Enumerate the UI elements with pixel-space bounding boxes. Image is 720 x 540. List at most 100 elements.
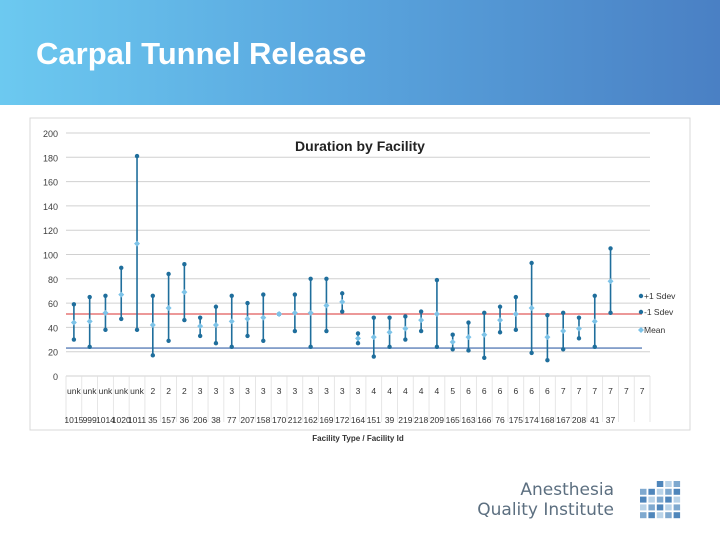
x-tick-label-id: 209 bbox=[430, 415, 444, 425]
lower-sdev-point bbox=[197, 333, 203, 339]
x-tick-label-id: 39 bbox=[385, 415, 395, 425]
logo-grid-square bbox=[656, 481, 664, 487]
lower-sdev-point bbox=[213, 340, 219, 346]
x-tick-label-id: 37 bbox=[606, 415, 616, 425]
upper-sdev-point bbox=[340, 291, 345, 296]
logo-grid-icon bbox=[640, 481, 681, 519]
x-tick-label-id: 219 bbox=[398, 415, 412, 425]
x-tick-label-type: 6 bbox=[513, 386, 518, 396]
x-tick-label-id: 1011 bbox=[128, 415, 147, 425]
x-tick-label-type: 6 bbox=[466, 386, 471, 396]
x-tick-label-type: 3 bbox=[308, 386, 313, 396]
chart-title: Duration by Facility bbox=[295, 138, 425, 154]
y-tick-label: 60 bbox=[48, 299, 58, 309]
mean-point bbox=[149, 321, 156, 328]
upper-sdev-point bbox=[403, 314, 408, 319]
lower-sdev-point bbox=[576, 336, 582, 341]
x-tick-label-type: unk bbox=[67, 386, 81, 396]
lower-sdev-point bbox=[245, 333, 250, 339]
y-tick-label: 80 bbox=[48, 275, 58, 285]
x-tick-label-type: 3 bbox=[356, 386, 361, 396]
logo-grid-square bbox=[665, 512, 672, 519]
lower-sdev-point bbox=[87, 344, 92, 350]
x-tick-label-type: 7 bbox=[561, 386, 566, 396]
legend-label: Mean bbox=[644, 325, 666, 335]
y-tick-label: 0 bbox=[53, 372, 58, 382]
x-tick-label-id: 166 bbox=[477, 415, 491, 425]
anesthesia-quality-institute-logo: Anesthesia Quality Institute bbox=[477, 478, 700, 526]
mean-point bbox=[307, 309, 314, 316]
mean-point bbox=[481, 331, 488, 338]
upper-sdev-point bbox=[529, 260, 534, 266]
lower-sdev-point bbox=[308, 344, 313, 350]
x-tick-label-type: 7 bbox=[608, 386, 613, 396]
x-tick-label-type: unk bbox=[83, 386, 97, 396]
mean-point bbox=[544, 334, 551, 341]
y-tick-label: 200 bbox=[43, 129, 58, 139]
x-tick-label-type: 2 bbox=[150, 386, 155, 396]
legend-label: +1 Sdev bbox=[644, 291, 676, 301]
x-tick-label-id: 999 bbox=[83, 415, 97, 425]
legend-marker bbox=[638, 293, 644, 299]
x-tick-label-type: 6 bbox=[545, 386, 550, 396]
x-tick-label-type: 3 bbox=[292, 386, 297, 396]
logo-text-line2: Quality Institute bbox=[477, 500, 614, 520]
mean-point bbox=[512, 311, 519, 318]
logo-text-line1: Anesthesia bbox=[520, 480, 614, 500]
lower-sdev-point bbox=[292, 328, 298, 334]
legend-marker bbox=[638, 327, 644, 333]
mean-point bbox=[291, 309, 298, 316]
lower-sdev-point bbox=[403, 337, 408, 342]
x-tick-label-id: 207 bbox=[240, 415, 254, 425]
mean-point bbox=[244, 315, 251, 322]
lower-sdev-point bbox=[182, 317, 187, 323]
upper-sdev-point bbox=[213, 304, 219, 309]
y-tick-label: 160 bbox=[43, 178, 58, 188]
mean-point bbox=[355, 335, 361, 342]
x-tick-label-id: 212 bbox=[288, 415, 302, 425]
lower-sdev-point bbox=[466, 348, 471, 353]
x-tick-label-id: 151 bbox=[367, 415, 381, 425]
x-tick-label-type: 4 bbox=[371, 386, 376, 396]
mean-point bbox=[607, 278, 614, 285]
logo-grid-square bbox=[648, 512, 655, 519]
title-banner: Carpal Tunnel Release bbox=[0, 0, 720, 105]
logo-grid-square bbox=[640, 488, 647, 495]
x-tick-label-id: 169 bbox=[319, 415, 333, 425]
upper-sdev-point bbox=[355, 331, 361, 336]
upper-sdev-point bbox=[197, 315, 203, 320]
logo-grid-square bbox=[673, 512, 681, 519]
upper-sdev-point bbox=[418, 309, 424, 314]
legend-marker bbox=[638, 309, 644, 315]
upper-sdev-point bbox=[308, 276, 313, 281]
logo-grid-square bbox=[656, 504, 664, 511]
logo-grid-square bbox=[656, 512, 664, 519]
logo-grid-square bbox=[648, 496, 655, 503]
upper-sdev-point bbox=[592, 293, 597, 299]
x-tick-label-type: 3 bbox=[229, 386, 234, 396]
logo-grid-square bbox=[673, 496, 681, 503]
lower-sdev-point bbox=[150, 353, 156, 358]
x-tick-label-id: 41 bbox=[590, 415, 600, 425]
lower-sdev-point bbox=[545, 358, 550, 363]
lower-sdev-point bbox=[119, 316, 124, 322]
lower-sdev-point bbox=[103, 327, 108, 333]
upper-sdev-point bbox=[608, 246, 613, 251]
y-tick-label: 20 bbox=[48, 348, 58, 358]
chart-frame bbox=[29, 117, 691, 431]
logo-grid-square bbox=[665, 488, 672, 495]
lower-sdev-point bbox=[229, 344, 234, 350]
upper-sdev-point bbox=[245, 300, 250, 306]
logo-grid-square bbox=[648, 488, 655, 495]
legend-label: -1 Sdev bbox=[644, 307, 674, 317]
x-tick-label-type: 4 bbox=[419, 386, 424, 396]
lower-sdev-point bbox=[134, 327, 140, 333]
mean-point bbox=[449, 338, 456, 345]
x-tick-label-id: 163 bbox=[461, 415, 475, 425]
x-tick-label-id: 172 bbox=[335, 415, 349, 425]
y-tick-label: 120 bbox=[43, 226, 58, 236]
x-tick-label-type: unk bbox=[130, 386, 144, 396]
x-tick-label-id: 1014 bbox=[96, 415, 115, 425]
x-tick-label-type: 6 bbox=[529, 386, 534, 396]
